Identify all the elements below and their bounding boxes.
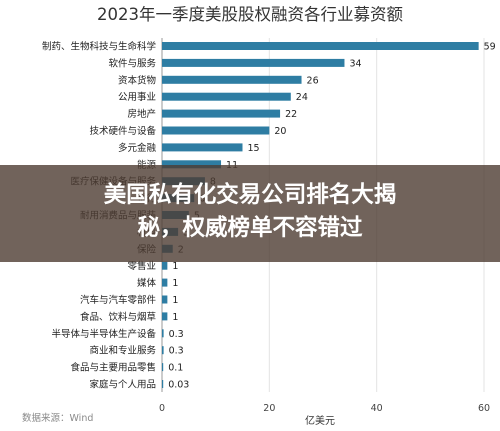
bar	[162, 329, 164, 338]
x-tick-label: 40	[371, 403, 383, 414]
category-label: 资本货物	[118, 74, 157, 86]
value-label: 34	[349, 58, 361, 69]
value-label: 59	[484, 42, 496, 53]
category-label: 软件与服务	[108, 57, 156, 69]
value-label: 1	[172, 278, 178, 289]
headline-line-2: 秘，权威榜单不容错过	[137, 215, 363, 241]
category-label: 房地产	[127, 108, 156, 120]
value-label: 15	[248, 143, 260, 154]
category-label: 商业和专业服务	[89, 345, 156, 357]
bar	[162, 363, 164, 372]
category-label: 媒体	[137, 277, 157, 289]
x-axis-label: 亿美元	[305, 414, 335, 427]
category-label: 食品、饮料与烟草	[80, 311, 156, 323]
bar	[162, 295, 168, 304]
bar	[162, 42, 479, 50]
x-tick-label: 60	[478, 403, 490, 414]
value-label: 24	[296, 92, 308, 103]
bar	[162, 312, 168, 321]
chart-title: 2023年一季度美股股权融资各行业募资额	[97, 5, 403, 24]
bar	[162, 58, 345, 67]
category-label: 家庭与个人用品	[89, 379, 156, 391]
value-label: 20	[274, 126, 286, 137]
value-label: 0.1	[168, 363, 183, 374]
value-label: 1	[172, 261, 178, 272]
category-label: 公用事业	[118, 91, 156, 103]
value-label: 0.3	[169, 346, 184, 357]
category-label: 制药、生物科技与生命科学	[42, 41, 156, 53]
bar	[162, 278, 168, 287]
bar	[162, 143, 243, 152]
headline-line-1: 美国私有化交易公司排名大揭	[103, 182, 397, 208]
category-label: 零售业	[127, 260, 156, 272]
value-label: 26	[307, 75, 319, 86]
x-tick-label: 0	[159, 403, 165, 414]
value-label: 1	[172, 312, 178, 323]
x-tick-labels: 0 20 40 60	[159, 403, 490, 414]
category-label: 多元金融	[118, 142, 157, 154]
value-label: 22	[285, 109, 297, 120]
bar	[162, 75, 302, 84]
headline-banner[interactable]: 美国私有化交易公司排名大揭 秘，权威榜单不容错过	[0, 165, 500, 262]
category-label: 食品与主要用品零售	[70, 362, 156, 374]
bar	[162, 126, 270, 135]
bar	[162, 160, 222, 169]
bar	[162, 92, 291, 101]
bar	[162, 261, 168, 270]
category-label: 汽车与汽车零部件	[80, 294, 157, 306]
value-label: 1	[172, 295, 178, 306]
source-note: 数据来源：Wind	[22, 412, 93, 424]
x-tick-label: 20	[263, 403, 275, 414]
category-label: 技术硬件与设备	[89, 125, 156, 137]
value-label: 0.03	[168, 380, 189, 391]
value-label: 0.3	[169, 329, 184, 340]
category-label: 半导体与半导体生产设备	[51, 328, 156, 340]
bar	[162, 380, 164, 388]
bar	[162, 346, 164, 355]
bar	[162, 109, 281, 118]
